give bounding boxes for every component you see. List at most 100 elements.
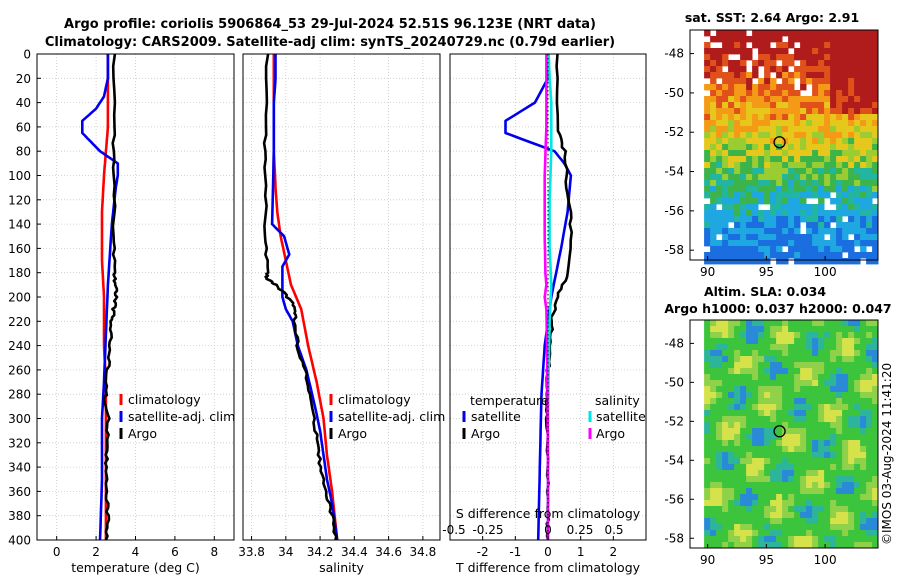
sla_map-cell	[830, 494, 837, 501]
sst_map-cell	[788, 42, 795, 49]
sst_map-cell	[764, 234, 771, 241]
sla_map-cell	[776, 332, 783, 339]
sla_map-cell	[842, 326, 849, 333]
sla_map-cell	[842, 356, 849, 363]
sst_map-cell	[788, 156, 795, 163]
sst_map-cell	[770, 54, 777, 61]
sla_map-cell	[842, 440, 849, 447]
sst_map-cell	[770, 66, 777, 73]
sst_map-cell	[800, 36, 807, 43]
sst_map-cell	[794, 48, 801, 55]
sst_map-cell	[806, 204, 813, 211]
sla_map-cell	[770, 422, 777, 429]
sst_map-cell	[836, 54, 843, 61]
sst_map-cell	[794, 228, 801, 235]
sla_map-cell	[794, 542, 801, 549]
sst_map-cell	[794, 144, 801, 151]
sst_map-cell	[764, 42, 771, 49]
sst_map-cell	[782, 186, 789, 193]
sst_map-cell	[716, 36, 723, 43]
sst_map-cell	[806, 174, 813, 181]
sst_map-cell	[752, 84, 759, 91]
sst_map-cell	[776, 126, 783, 133]
sla_map-cell	[734, 506, 741, 513]
sst_map-cell	[866, 90, 873, 97]
sla_map-cell	[704, 464, 711, 471]
sla_map-cell	[752, 392, 759, 399]
sst_map-cell	[722, 126, 729, 133]
sla_map-cell	[824, 494, 831, 501]
sst_map-cell	[704, 114, 711, 121]
sst_map-cell	[722, 156, 729, 163]
sla_map-cell	[812, 482, 819, 489]
sst_map-cell	[782, 174, 789, 181]
sst_map-cell	[806, 258, 813, 265]
sst_map-cell	[836, 228, 843, 235]
sst_map-cell	[872, 222, 879, 229]
sst_map-cell	[860, 48, 867, 55]
sla_map-cell	[842, 536, 849, 543]
sla_map-cell	[728, 494, 735, 501]
sst_map-cell	[782, 96, 789, 103]
sla_map-cell	[782, 380, 789, 387]
sla_map-cell	[758, 386, 765, 393]
sst_map-cell	[776, 162, 783, 169]
sla_map-cell	[740, 374, 747, 381]
sst_map-cell	[788, 72, 795, 79]
sst_map-cell	[848, 192, 855, 199]
sla_map-cell	[854, 482, 861, 489]
sst_map-cell	[860, 138, 867, 145]
sla_map-cell	[794, 488, 801, 495]
sla_map-cell	[728, 392, 735, 399]
sst_map-cell	[794, 156, 801, 163]
sst_map-cell	[794, 180, 801, 187]
sst_map-cell	[806, 156, 813, 163]
sla_map-cell	[818, 434, 825, 441]
temperature-ytick-label: 340	[8, 461, 31, 475]
sla_map-cell	[836, 344, 843, 351]
sla_map-cell	[848, 434, 855, 441]
sla_map-cell	[824, 464, 831, 471]
sla_map-cell	[776, 398, 783, 405]
sla_map-cell	[794, 494, 801, 501]
salinity-legend-label: climatology	[338, 392, 411, 407]
sst_map-cell	[722, 204, 729, 211]
sst_map-cell	[830, 84, 837, 91]
sla_map-cell	[806, 374, 813, 381]
sst_map-cell	[710, 216, 717, 223]
sst_map-cell	[770, 216, 777, 223]
sst_map-cell	[848, 42, 855, 49]
sst_map-cell	[800, 78, 807, 85]
sla_map-cell	[848, 530, 855, 537]
sla_map-cell	[752, 380, 759, 387]
sst_map-cell	[740, 168, 747, 175]
sst_map-cell	[818, 174, 825, 181]
sla_map-cell	[806, 506, 813, 513]
sst_map-cell	[740, 198, 747, 205]
sla_map-cell	[722, 542, 729, 549]
sst_map-cell	[806, 252, 813, 259]
sla_map-cell	[752, 416, 759, 423]
sla_map-cell	[848, 416, 855, 423]
sla_map-cell	[824, 440, 831, 447]
sst_map-cell	[848, 96, 855, 103]
sst_map-cell	[782, 60, 789, 67]
sst_map-cell	[782, 102, 789, 109]
sst_map-cell	[758, 78, 765, 85]
sst_map-cell	[824, 240, 831, 247]
sla_map-cell	[836, 476, 843, 483]
sst_map-cell	[776, 30, 783, 37]
sla_map-cell	[734, 404, 741, 411]
sst_map-cell	[806, 192, 813, 199]
sla_map-cell	[812, 338, 819, 345]
sst_map-cell	[722, 174, 729, 181]
sla_map-cell	[722, 434, 729, 441]
sst_map-cell	[788, 108, 795, 115]
sst_map-cell	[806, 168, 813, 175]
sla_map-cell	[818, 476, 825, 483]
sst_map-cell	[800, 162, 807, 169]
sst_map-cell	[704, 138, 711, 145]
sla_map-cell	[860, 380, 867, 387]
sst_map-cell	[776, 138, 783, 145]
sla_map-cell	[752, 344, 759, 351]
